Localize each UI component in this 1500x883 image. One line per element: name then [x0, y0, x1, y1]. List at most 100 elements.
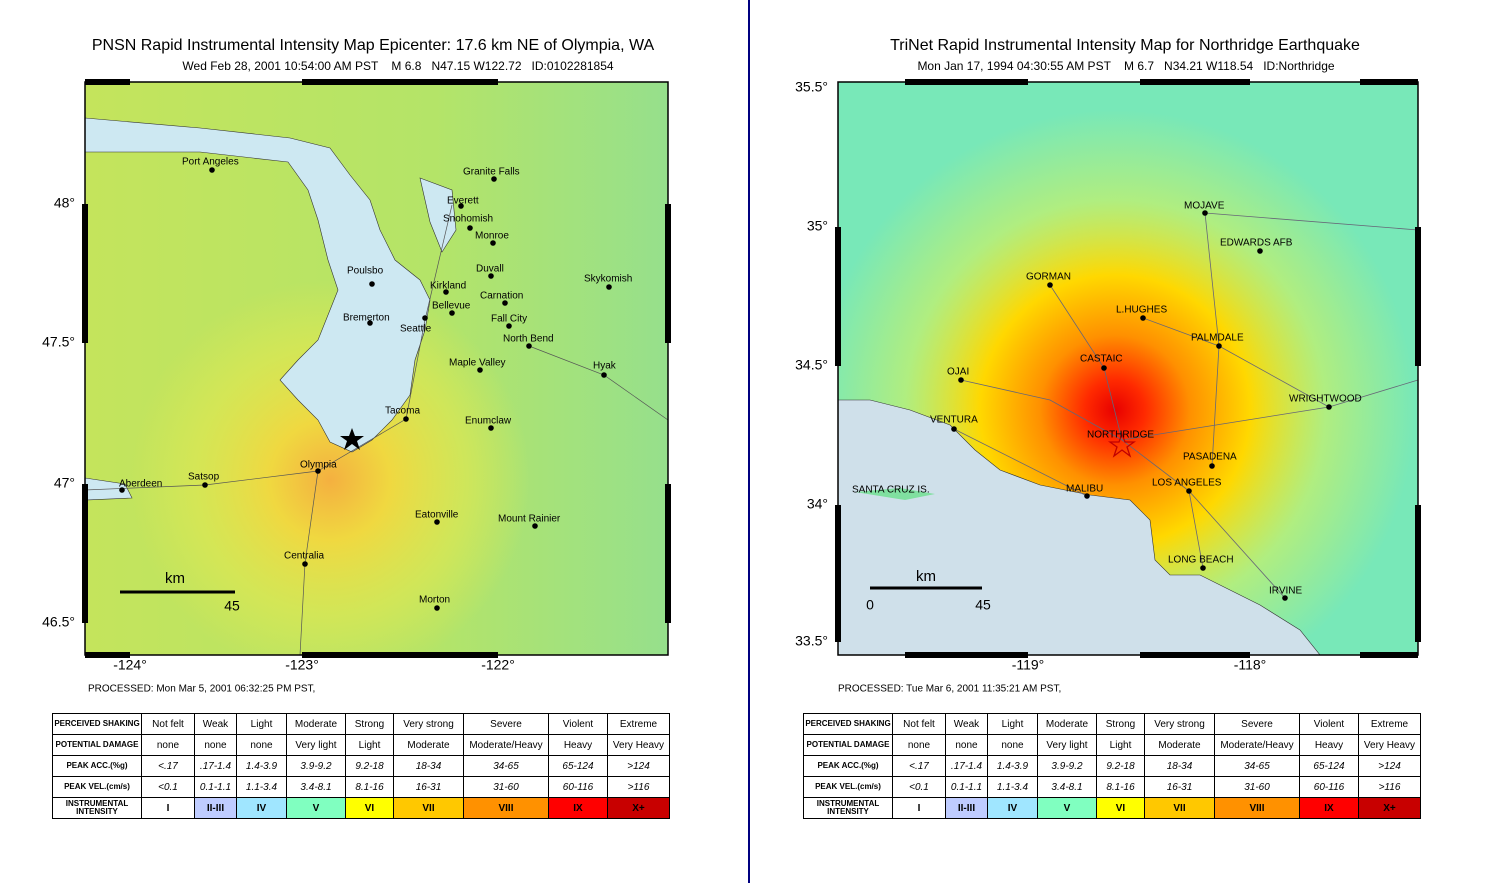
lat-label: 33.5°: [795, 633, 828, 649]
map-title: TriNet Rapid Instrumental Intensity Map …: [890, 37, 1360, 54]
city-dot: [1257, 248, 1263, 254]
legend-cell: 31-60: [1214, 776, 1300, 798]
legend-cell: Very strong: [1144, 713, 1215, 735]
legend-cell: IV: [236, 797, 287, 819]
lat-label: 34.5°: [795, 357, 828, 373]
legend-cell: >124: [1358, 755, 1421, 777]
city-dot: [449, 310, 455, 316]
city-label: SANTA CRUZ IS.: [852, 485, 930, 496]
legend-cell: Very Heavy: [1358, 734, 1421, 756]
legend-cell: Moderate/Heavy: [1214, 734, 1300, 756]
lat-label: 35.5°: [795, 79, 828, 95]
lon-label: -118°: [1234, 657, 1267, 673]
legend-cell: <.17: [141, 755, 195, 777]
city-label: Duvall: [476, 264, 504, 275]
city-dot: [443, 289, 449, 295]
legend-cell: <0.1: [141, 776, 195, 798]
city-dot: [488, 425, 494, 431]
legend-cell: Strong: [1096, 713, 1145, 735]
legend-row: PERCEIVED SHAKING Not felt Weak Light Modera…: [52, 713, 670, 735]
city-label: Kirkland: [430, 281, 466, 292]
legend-row-header: PERCEIVED SHAKING: [52, 713, 142, 735]
city-dot: [434, 605, 440, 611]
legend-cell: none: [945, 734, 988, 756]
legend-cell: 8.1-16: [345, 776, 394, 798]
legend-cell: 18-34: [393, 755, 464, 777]
legend-cell: 16-31: [393, 776, 464, 798]
city-label: L.HUGHES: [1116, 305, 1167, 316]
city-dot: [606, 284, 612, 290]
map-subtitle: Wed Feb 28, 2001 10:54:00 AM PST M 6.8 N…: [182, 59, 613, 73]
map-subtitle: Mon Jan 17, 1994 04:30:55 AM PST M 6.7 N…: [917, 59, 1334, 73]
legend-cell: Not felt: [141, 713, 195, 735]
legend-row: PEAK ACC.(%g) <.17.17-1.4 1.4-3.9 3.9-9.2 9.…: [803, 755, 1421, 777]
scale-unit: km: [165, 570, 185, 587]
legend-row-header: INSTRUMENTAL INTENSITY: [52, 797, 142, 819]
intensity-legend: PERCEIVED SHAKING Not felt Weak Light Modera…: [52, 713, 670, 819]
city-dot: [1216, 343, 1222, 349]
legend-cell: Very light: [286, 734, 346, 756]
city-label: LONG BEACH: [1168, 555, 1234, 566]
city-dot: [315, 468, 321, 474]
legend-cell: none: [236, 734, 287, 756]
city-label: PALMDALE: [1191, 333, 1244, 344]
legend-cell: Very light: [1037, 734, 1097, 756]
legend-cell: 8.1-16: [1096, 776, 1145, 798]
city-label: Port Angeles: [182, 157, 239, 168]
city-dot: [422, 315, 428, 321]
city-label: Skykomish: [584, 274, 632, 285]
city-dot: [601, 372, 607, 378]
legend-row-header: POTENTIAL DAMAGE: [52, 734, 142, 756]
city-dot: [477, 367, 483, 373]
legend-cell: none: [194, 734, 237, 756]
legend-cell: Light: [236, 713, 287, 735]
legend-cell: Violent: [548, 713, 608, 735]
legend-cell: Moderate: [1144, 734, 1215, 756]
city-label: OJAI: [947, 367, 969, 378]
legend-cell: >124: [607, 755, 670, 777]
legend-row: PEAK ACC.(%g) <.17.17-1.4 1.4-3.9 3.9-9.2 9.…: [52, 755, 670, 777]
city-dot: [209, 167, 215, 173]
legend-row: PEAK VEL.(cm/s) <0.1 0.1-1.1 1.1-3.4 3.4-8.1…: [52, 776, 670, 798]
legend-cell: Light: [987, 713, 1038, 735]
city-dot: [434, 519, 440, 525]
city-label: Mount Rainier: [498, 514, 561, 525]
legend-row-header: PEAK VEL.(cm/s): [52, 776, 142, 798]
city-label: Maple Valley: [449, 358, 506, 369]
legend-row-header: PEAK ACC.(%g): [803, 755, 893, 777]
legend-cell: 3.9-9.2: [1037, 755, 1097, 777]
city-dot: [490, 240, 496, 246]
legend-cell: Heavy: [1299, 734, 1359, 756]
city-dot: [526, 343, 532, 349]
legend-cell: VI: [1096, 797, 1145, 819]
legend-cell: >116: [1358, 776, 1421, 798]
legend-cell: 3.4-8.1: [286, 776, 346, 798]
legend-cell: 60-116: [1299, 776, 1359, 798]
legend-cell: .17-1.4: [945, 755, 988, 777]
legend-cell: IX: [1299, 797, 1359, 819]
city-dot: [458, 203, 464, 209]
legend-row: PERCEIVED SHAKING Not felt Weak Light Modera…: [803, 713, 1421, 735]
lat-label: 34°: [807, 496, 828, 512]
legend-cell: Very strong: [393, 713, 464, 735]
city-dot: [1202, 210, 1208, 216]
legend-cell: Not felt: [892, 713, 946, 735]
processed-note: PROCESSED: Mon Mar 5, 2001 06:32:25 PM P…: [88, 684, 315, 695]
city-dot: [302, 561, 308, 567]
legend-cell: <0.1: [892, 776, 946, 798]
city-dot: [491, 176, 497, 182]
legend-cell: Moderate: [1037, 713, 1097, 735]
legend-cell: Violent: [1299, 713, 1359, 735]
lat-label: 35°: [807, 218, 828, 234]
city-dot: [1200, 565, 1206, 571]
city-dot: [1282, 595, 1288, 601]
city-label: PASADENA: [1183, 452, 1237, 463]
legend-cell: 16-31: [1144, 776, 1215, 798]
scale-label: 45: [975, 597, 991, 613]
map-right: [835, 79, 1421, 658]
city-dot: [951, 426, 957, 432]
legend-cell: 34-65: [1214, 755, 1300, 777]
city-label: GORMAN: [1026, 272, 1071, 283]
legend-cell: Strong: [345, 713, 394, 735]
city-label: Hyak: [593, 361, 617, 372]
